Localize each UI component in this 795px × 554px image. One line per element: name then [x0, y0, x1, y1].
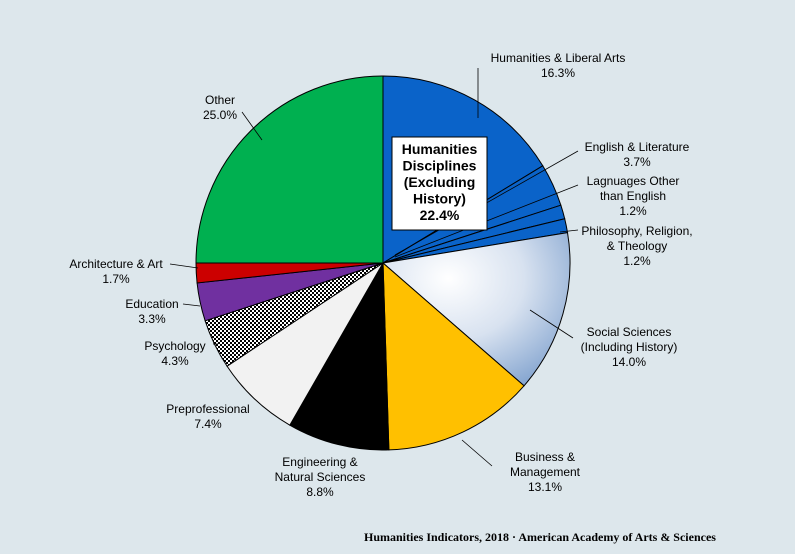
leader-line	[559, 229, 579, 233]
humanities-callout-text: Humanities Disciplines (Excluding History) 2…	[402, 141, 478, 223]
slice-label: Education 3.3%	[125, 297, 178, 326]
source-footer: Humanities Indicators, 2018 · American A…	[364, 530, 716, 544]
slice-label: Other 25.0%	[203, 93, 237, 122]
slice-label: Architecture & Art 1.7%	[69, 257, 163, 286]
leader-line	[529, 309, 574, 339]
slice-label: Social Sciences (Including History) 14.0%	[581, 325, 678, 369]
pie-slice	[289, 261, 390, 451]
slice-label: Preprofessional 7.4%	[166, 402, 249, 431]
slice-label: Psychology 4.3%	[144, 339, 205, 368]
slice-label: Philosophy, Religion, & Theology 1.2%	[581, 224, 692, 268]
leader-line	[241, 111, 263, 141]
pie-slice	[195, 75, 384, 264]
slice-label: Lagnuages Other than English 1.2%	[587, 174, 680, 218]
slice-label: English & Literature 3.7%	[585, 140, 690, 169]
slice-label: Humanities & Liberal Arts 16.3%	[491, 51, 626, 80]
slice-label: Engineering & Natural Sciences 8.8%	[275, 455, 366, 499]
leader-line	[169, 263, 199, 269]
pie-slice	[381, 232, 571, 387]
pie-slice	[382, 261, 525, 451]
leader-line	[182, 303, 201, 307]
leader-line	[461, 439, 493, 467]
humanities-callout-box	[391, 136, 488, 231]
slice-label: Business & Management 13.1%	[510, 450, 581, 494]
